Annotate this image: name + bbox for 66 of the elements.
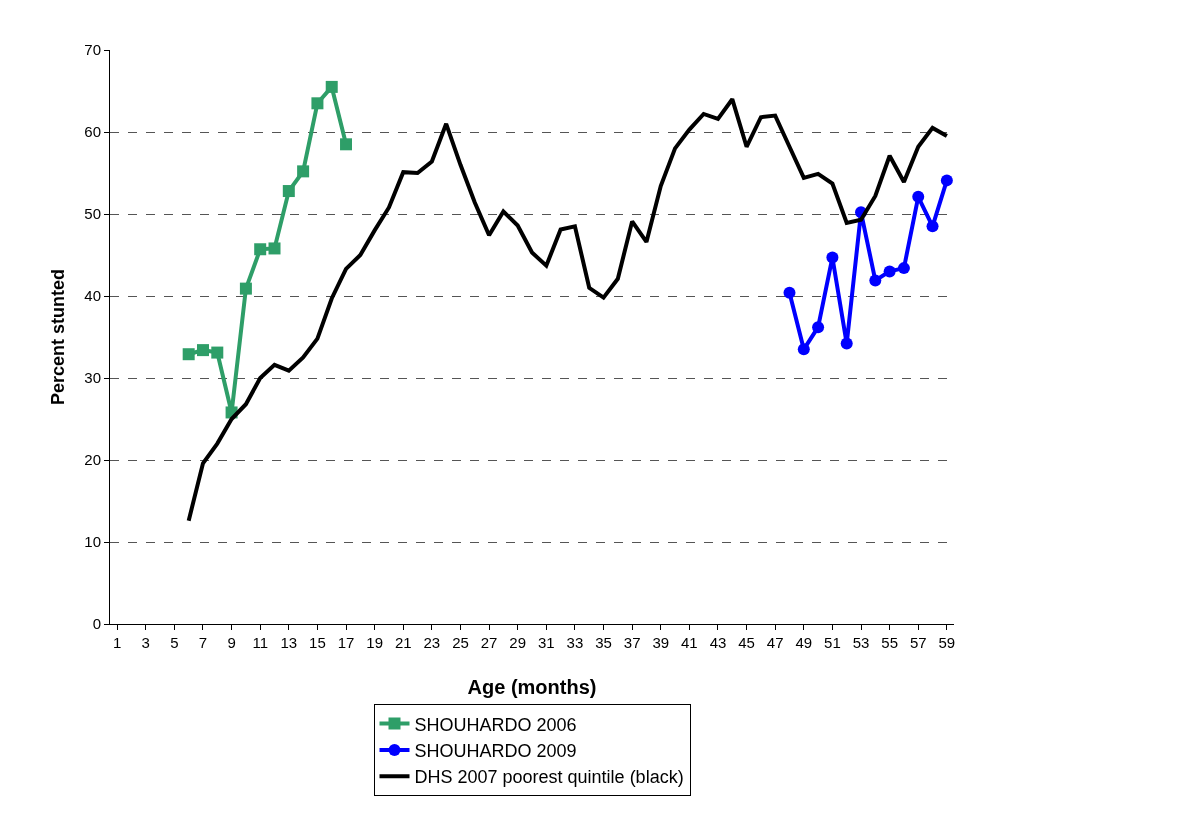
point — [826, 251, 839, 264]
x-tick-label: 33 — [566, 634, 584, 651]
x-tick-label: 25 — [452, 634, 469, 651]
point — [182, 348, 195, 361]
point — [883, 265, 896, 278]
y-tick-label: 70 — [84, 41, 101, 59]
x-tick-label: 37 — [623, 634, 641, 651]
point — [239, 282, 252, 295]
point — [897, 262, 910, 275]
x-tick-label: 21 — [394, 634, 412, 651]
point — [783, 286, 796, 299]
point — [869, 274, 882, 287]
x-tick-label: 31 — [537, 634, 555, 651]
point — [797, 343, 810, 356]
y-tick-label: 10 — [84, 533, 101, 551]
x-tick-label: 39 — [652, 634, 670, 651]
point — [926, 220, 939, 233]
x-tick-label: 51 — [824, 634, 841, 651]
point — [268, 242, 281, 255]
line-series — [186, 97, 949, 523]
x-tick-label: 49 — [795, 634, 813, 651]
point — [311, 97, 324, 110]
x-tick-label: 41 — [681, 634, 698, 651]
point — [282, 185, 295, 198]
point — [211, 346, 224, 359]
point — [812, 321, 825, 334]
x-tick-label: 55 — [881, 634, 898, 651]
x-tick-label: 17 — [337, 634, 355, 651]
point — [340, 138, 353, 151]
point — [297, 165, 310, 178]
x-tick-label: 3 — [141, 634, 150, 651]
point — [325, 80, 338, 93]
y-tick-label: 0 — [92, 615, 101, 633]
x-tick-label: 29 — [509, 634, 527, 651]
y-axis-title: Percent stunted — [48, 268, 68, 406]
y-tick-label: 30 — [84, 369, 101, 387]
x-tick-label: 59 — [938, 634, 956, 651]
x-tick-label: 9 — [227, 634, 236, 651]
x-tick-label: 15 — [309, 634, 326, 651]
legend-label: SHOUHARDO 2006 — [414, 714, 577, 735]
x-tick-label: 1 — [112, 634, 122, 651]
point — [254, 243, 267, 256]
x-tick-label: 7 — [198, 634, 208, 651]
x-tick-label: 11 — [252, 634, 268, 651]
x-tick-label: 57 — [909, 634, 927, 651]
y-tick-label: 40 — [84, 287, 101, 305]
x-tick-label: 45 — [738, 634, 755, 651]
y-tick-label: 20 — [84, 451, 101, 469]
x-tick-label: 23 — [423, 634, 441, 651]
point — [940, 174, 953, 187]
point — [840, 337, 853, 350]
x-tick-label: 27 — [480, 634, 498, 651]
x-tick-label: 19 — [366, 634, 383, 651]
legend-label: DHS 2007 poorest quintile (black) — [414, 767, 684, 788]
x-tick-label: 5 — [170, 634, 179, 651]
x-tick-label: 43 — [709, 634, 727, 651]
point — [912, 190, 925, 203]
x-axis-title: Age (months) — [467, 676, 597, 698]
x-tick-label: 53 — [852, 634, 870, 651]
legend-label: SHOUHARDO 2009 — [414, 740, 577, 761]
point — [196, 344, 209, 357]
x-tick-label: 35 — [595, 634, 612, 651]
x-tick-label: 47 — [766, 634, 784, 651]
x-tick-label: 13 — [280, 634, 298, 651]
y-tick-label: 50 — [84, 205, 101, 223]
y-tick-label: 60 — [84, 123, 101, 141]
